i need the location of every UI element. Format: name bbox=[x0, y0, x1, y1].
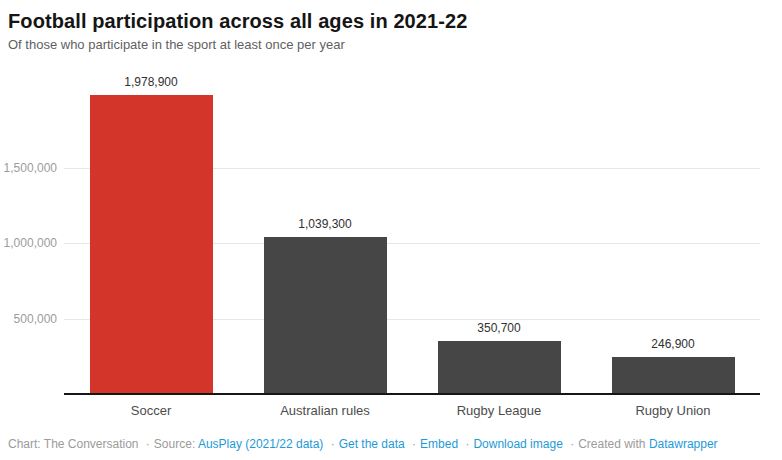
bar-australian-rules[interactable] bbox=[264, 237, 387, 394]
footer-created-with: Created with bbox=[578, 437, 645, 451]
footer-separator: · bbox=[461, 437, 473, 451]
x-axis-label: Soccer bbox=[64, 403, 238, 418]
source-link[interactable]: AusPlay (2021/22 data) bbox=[198, 437, 323, 451]
download-image-link[interactable]: Download image bbox=[473, 437, 562, 451]
footer-separator: · bbox=[142, 437, 154, 451]
y-axis-tick-label: 1,500,000 bbox=[0, 161, 57, 175]
x-axis-label: Australian rules bbox=[238, 403, 412, 418]
bar-value-label: 350,700 bbox=[412, 321, 586, 335]
footer-separator: · bbox=[408, 437, 420, 451]
datawrapper-link[interactable]: Datawrapper bbox=[649, 437, 718, 451]
x-axis-baseline bbox=[64, 393, 760, 395]
bar-value-label: 246,900 bbox=[586, 337, 760, 351]
chart-title: Football participation across all ages i… bbox=[8, 8, 468, 34]
bar-value-label: 1,039,300 bbox=[238, 217, 412, 231]
y-axis-tick-label: 500,000 bbox=[0, 312, 57, 326]
embed-link[interactable]: Embed bbox=[420, 437, 458, 451]
footer-source-label: Source: bbox=[154, 437, 195, 451]
x-axis-label: Rugby Union bbox=[586, 403, 760, 418]
x-axis-label: Rugby League bbox=[412, 403, 586, 418]
footer-separator: · bbox=[566, 437, 578, 451]
chart-footer: Chart: The Conversation ·Source: AusPlay… bbox=[8, 437, 718, 452]
bar-rugby-league[interactable] bbox=[438, 341, 561, 394]
bar-soccer[interactable] bbox=[90, 95, 213, 394]
get-the-data-link[interactable]: Get the data bbox=[339, 437, 405, 451]
footer-credit: Chart: The Conversation bbox=[8, 437, 139, 451]
footer-separator: · bbox=[327, 437, 339, 451]
y-axis-tick-label: 1,000,000 bbox=[0, 236, 57, 250]
chart-canvas: Football participation across all ages i… bbox=[0, 0, 782, 460]
plot-area: 500,0001,000,0001,500,0001,978,900Soccer… bbox=[64, 60, 760, 394]
bar-value-label: 1,978,900 bbox=[64, 75, 238, 89]
bar-rugby-union[interactable] bbox=[612, 357, 735, 394]
chart-subtitle: Of those who participate in the sport at… bbox=[8, 37, 345, 53]
